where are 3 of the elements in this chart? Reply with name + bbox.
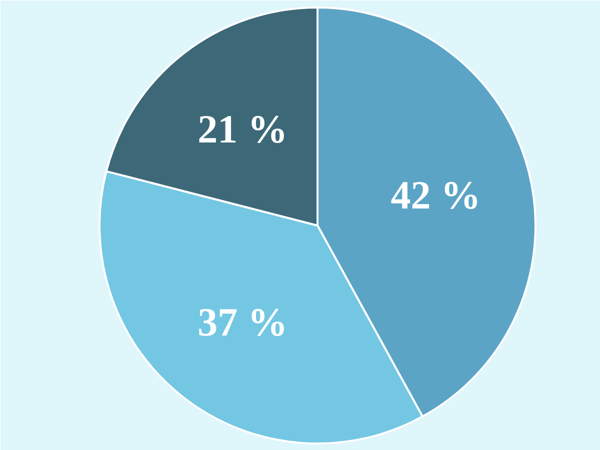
data-label: 37 %: [198, 299, 288, 344]
data-label: 42 %: [390, 172, 481, 218]
data-label: 21 %: [198, 106, 288, 152]
